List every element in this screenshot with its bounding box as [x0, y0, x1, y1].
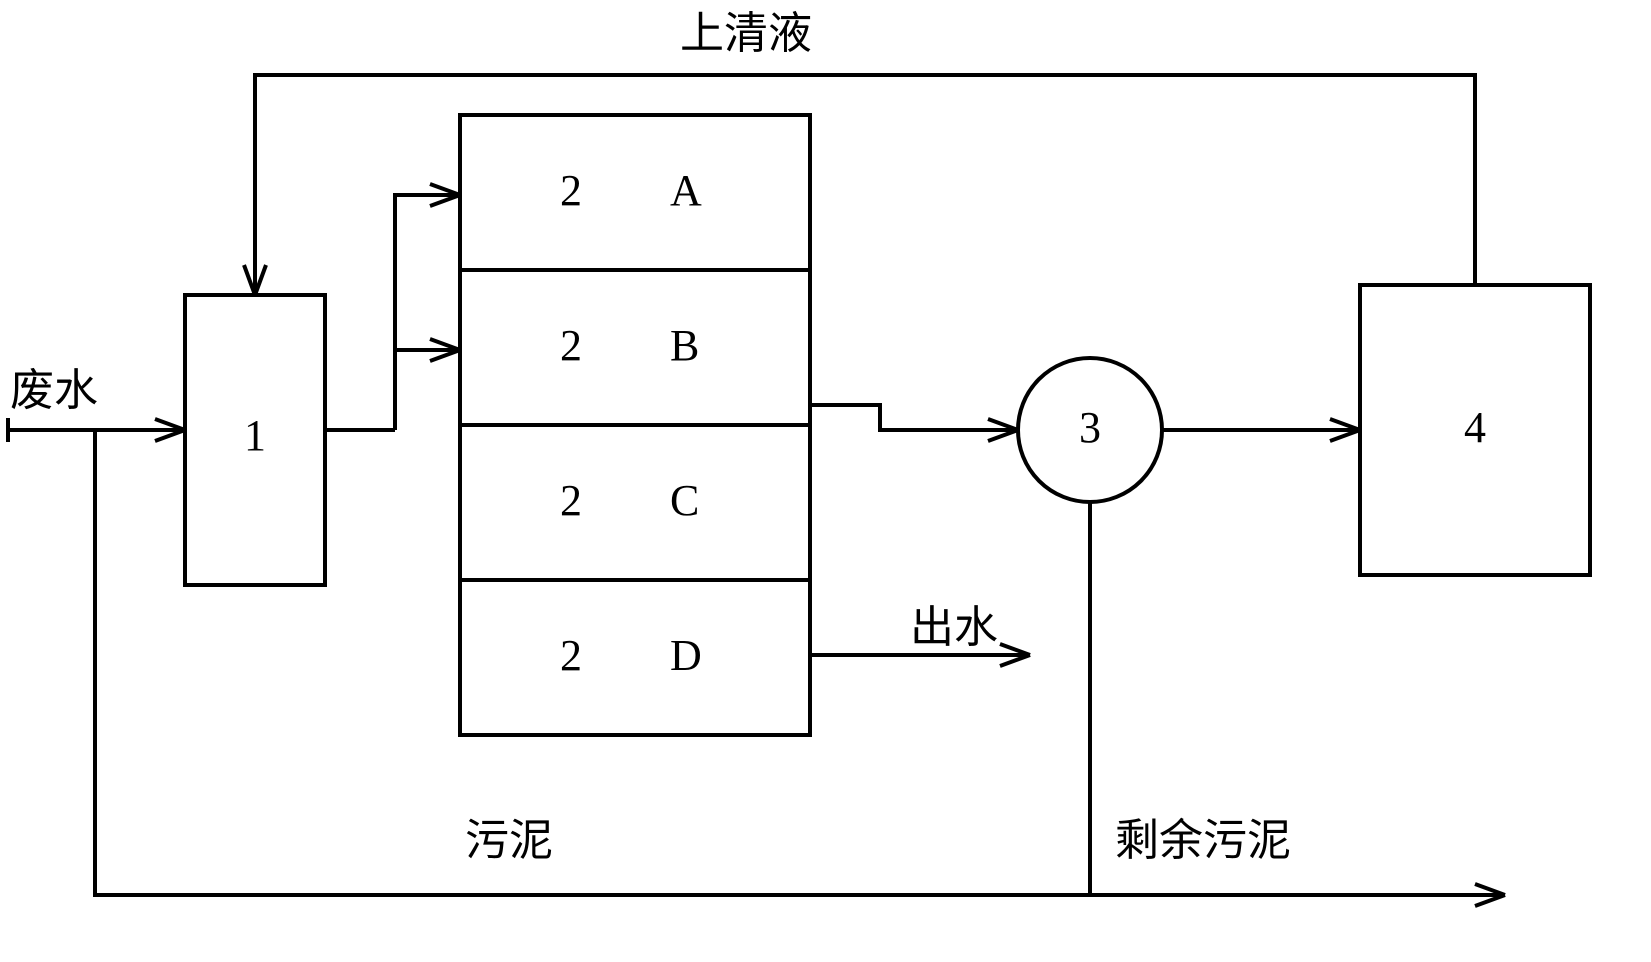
node-2c-num: 2 [560, 476, 582, 525]
edge-1-to-2a [395, 195, 460, 430]
label-excess-sludge: 剩余污泥 [1115, 816, 1291, 865]
node-2b-num: 2 [560, 321, 582, 370]
label-sludge: 污泥 [465, 816, 553, 865]
edge-sludge-return [95, 430, 1090, 895]
node-2b-let: B [670, 321, 699, 370]
label-effluent: 出水 [910, 603, 998, 652]
node-2c-let: C [670, 476, 699, 525]
node-2a-num: 2 [560, 166, 582, 215]
node-2a-let: A [670, 166, 702, 215]
edge-2b-to-3 [810, 405, 1018, 430]
label-wastewater: 废水 [10, 366, 98, 415]
edge-1-to-2b [395, 350, 460, 430]
node-4-label: 4 [1464, 403, 1486, 452]
node-2d-let: D [670, 631, 702, 680]
node-3-label: 3 [1079, 403, 1101, 452]
node-2d-num: 2 [560, 631, 582, 680]
node-1-label: 1 [244, 411, 266, 460]
label-supernatant: 上清液 [680, 9, 812, 58]
